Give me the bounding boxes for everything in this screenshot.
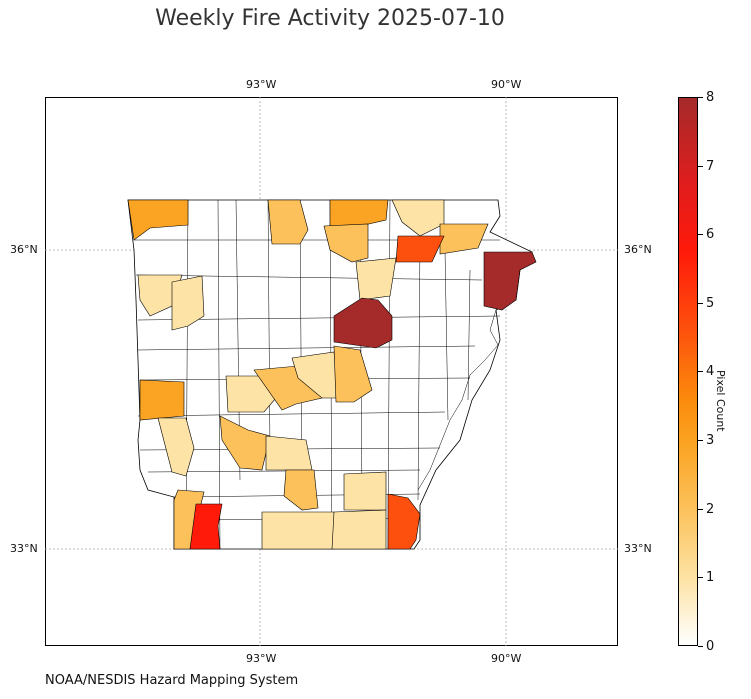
map-title: Weekly Fire Activity 2025-07-10 <box>155 6 505 31</box>
colorbar-tick-8 <box>698 97 703 98</box>
colorbar-label-0: 0 <box>706 639 715 654</box>
colorbar-label-1: 1 <box>706 570 715 585</box>
colorbar <box>678 97 698 646</box>
mississippi-river <box>417 309 499 491</box>
lat-label-right-36n: 36°N <box>624 243 652 256</box>
county-chicot <box>387 493 421 550</box>
county-polk <box>157 417 195 477</box>
county-sharp <box>355 257 397 301</box>
county-garland <box>219 415 271 471</box>
colorbar-tick-2 <box>698 509 703 510</box>
lon-label-bottom-90w: 90°W <box>491 652 522 665</box>
county-greene <box>395 235 445 263</box>
map-frame <box>45 97 618 646</box>
lat-label-left-36n: 36°N <box>10 243 38 256</box>
colorbar-label-7: 7 <box>706 159 715 174</box>
county-marion <box>323 223 369 263</box>
county-white <box>333 345 373 403</box>
county-franklin <box>171 275 205 331</box>
county-sebastian <box>139 379 185 421</box>
colorbar-tick-0 <box>698 646 703 647</box>
county-boone <box>329 199 389 227</box>
county-crawford <box>137 274 183 317</box>
county-jackson <box>333 297 393 349</box>
lat-label-left-33n: 33°N <box>10 542 38 555</box>
county-perry <box>225 375 277 413</box>
county-drew <box>343 471 387 511</box>
colorbar-label-2: 2 <box>706 502 715 517</box>
colorbar-tick-1 <box>698 577 703 578</box>
lon-label-bottom-93w: 93°W <box>246 652 277 665</box>
county-benton <box>127 199 189 241</box>
colorbar-tick-4 <box>698 371 703 372</box>
county-mississippi <box>483 251 537 311</box>
data-credit: NOAA/NESDIS Hazard Mapping System <box>45 673 299 688</box>
colorbar-title: Pixel Count <box>714 370 727 432</box>
lon-label-top-93w: 93°W <box>246 78 277 91</box>
colorbar-tick-7 <box>698 166 703 167</box>
colorbar-tick-3 <box>698 440 703 441</box>
county-carroll <box>267 199 309 245</box>
county-hot-spring <box>265 435 313 471</box>
fire-counties <box>127 199 537 550</box>
colorbar-tick-6 <box>698 234 703 235</box>
colorbar-label-5: 5 <box>706 296 715 311</box>
colorbar-label-8: 8 <box>706 90 715 105</box>
county-randolph <box>391 199 445 237</box>
county-lafayette <box>189 503 223 550</box>
county-cleveland <box>283 469 319 511</box>
colorbar-label-3: 3 <box>706 433 715 448</box>
lon-label-top-90w: 90°W <box>491 78 522 91</box>
colorbar-tick-5 <box>698 303 703 304</box>
colorbar-label-6: 6 <box>706 227 715 242</box>
county-union <box>261 511 335 550</box>
county-ashley <box>331 509 387 550</box>
county-faulkner <box>291 351 339 399</box>
lat-label-right-33n: 33°N <box>624 542 652 555</box>
colorbar-label-4: 4 <box>706 364 715 379</box>
